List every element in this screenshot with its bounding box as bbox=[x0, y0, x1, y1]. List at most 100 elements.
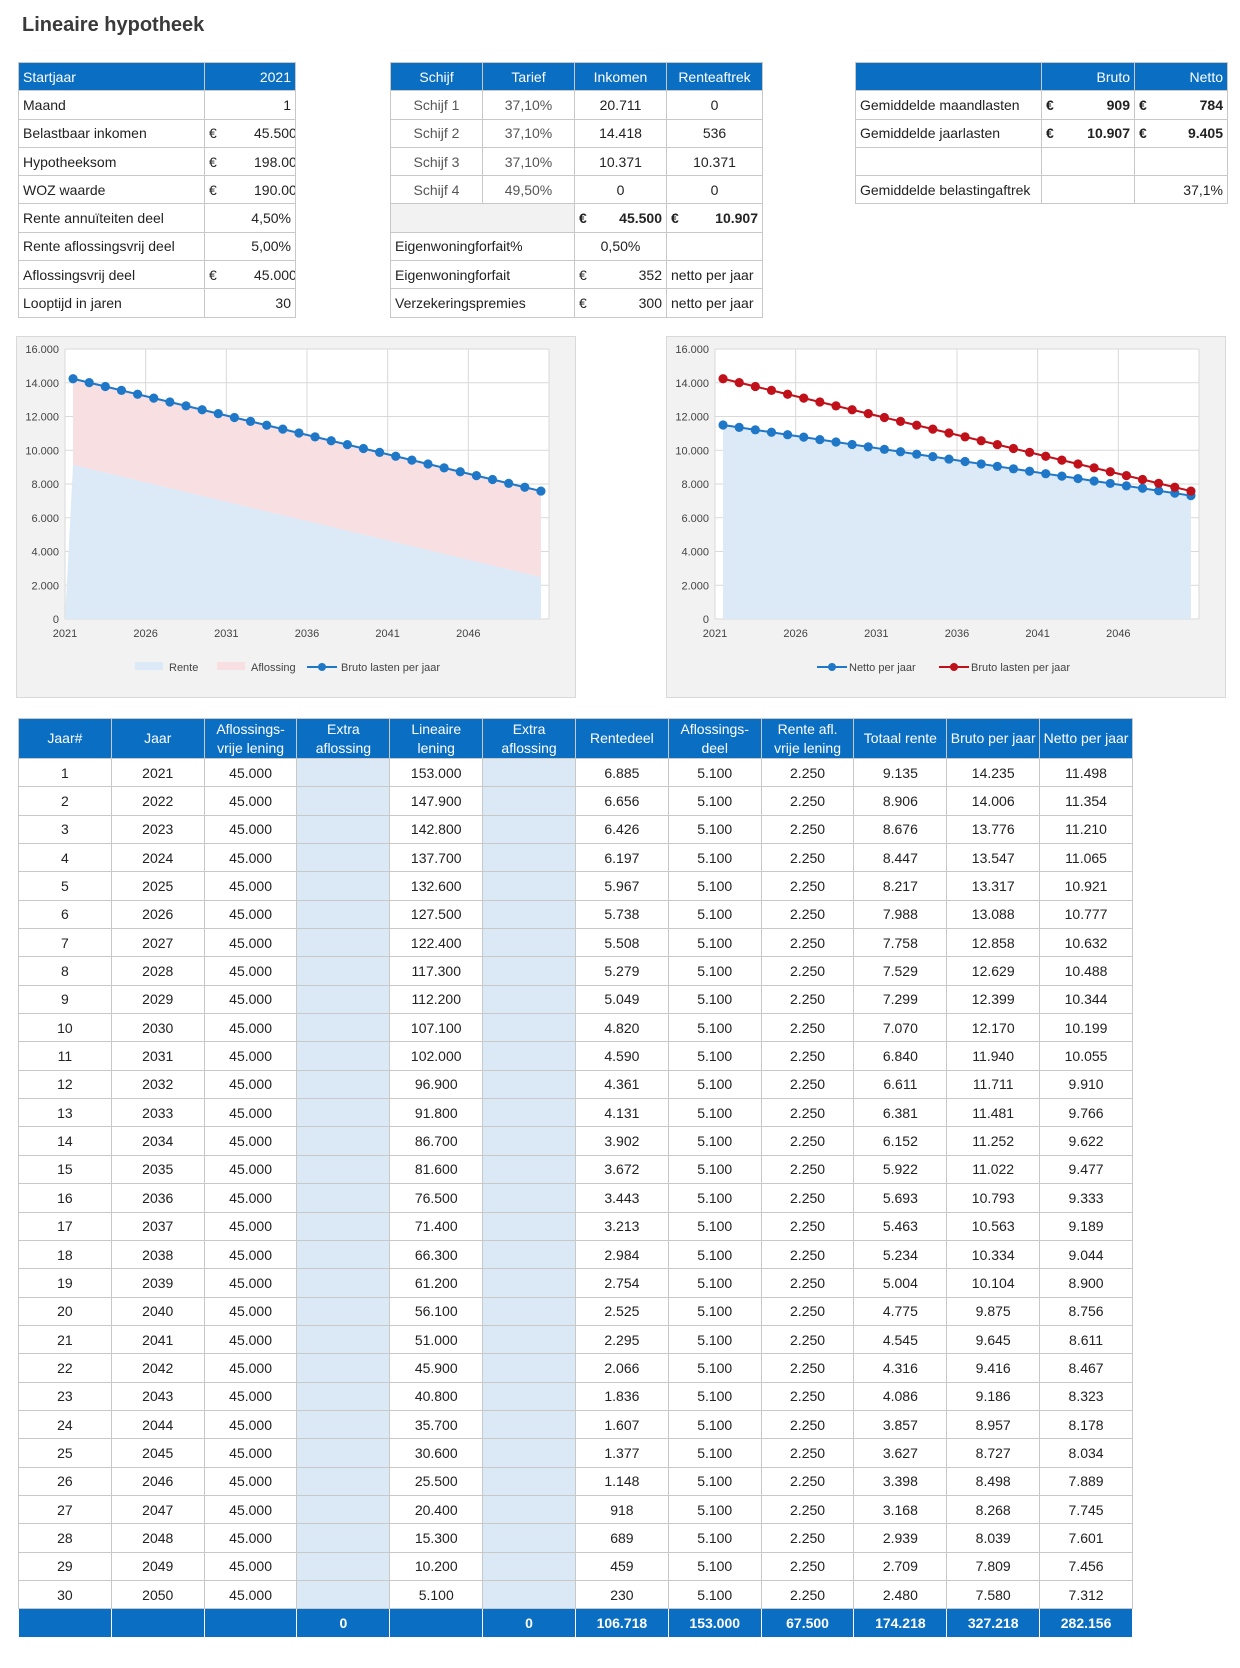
table-row: 22 2042 45.000 45.900 2.066 5.100 2.250 4.316 9.… bbox=[18, 1353, 1133, 1383]
table-cell: 132.600 bbox=[389, 871, 484, 901]
extra-aflossing-input[interactable] bbox=[482, 1381, 576, 1411]
extra-aflossing-input[interactable] bbox=[482, 1494, 576, 1525]
input-value[interactable]: 5,00% bbox=[204, 231, 296, 262]
extra-aflossing-input[interactable] bbox=[482, 1551, 576, 1581]
extra-aflossing-input[interactable] bbox=[482, 1268, 576, 1298]
table-cell: 2.250 bbox=[760, 1551, 855, 1581]
input-value[interactable]: 190.000 bbox=[250, 175, 296, 205]
extra-aflossing-input[interactable] bbox=[296, 1438, 391, 1468]
table-cell: 7.580 bbox=[946, 1579, 1041, 1610]
table-cell: 13.547 bbox=[946, 843, 1041, 873]
extra-aflossing-input[interactable] bbox=[296, 899, 391, 930]
summary-row-aftrek: Gemiddelde belastingaftrek 37,1% bbox=[855, 175, 1228, 205]
extra-aflossing-input[interactable] bbox=[296, 1324, 391, 1355]
extra-aflossing-input[interactable] bbox=[296, 1098, 391, 1128]
extra-aflossing-input[interactable] bbox=[482, 1098, 576, 1128]
extra-aflossing-input[interactable] bbox=[482, 1211, 576, 1241]
extra-aflossing-input[interactable] bbox=[482, 928, 576, 958]
extra-aflossing-input[interactable] bbox=[296, 843, 391, 873]
extra-aflossing-input[interactable] bbox=[296, 1579, 391, 1610]
input-value[interactable]: 1 bbox=[204, 90, 296, 120]
extra-aflossing-input[interactable] bbox=[296, 1381, 391, 1411]
table-row: 5 2025 45.000 132.600 5.967 5.100 2.250 8.217 13… bbox=[18, 871, 1133, 901]
input-value[interactable]: 4,50% bbox=[204, 203, 296, 233]
extra-aflossing-input[interactable] bbox=[296, 1183, 391, 1213]
extra-aflossing-input[interactable] bbox=[296, 814, 391, 845]
input-value[interactable]: 198.000 bbox=[250, 146, 296, 177]
extra-aflossing-input[interactable] bbox=[482, 1126, 576, 1156]
extra-aflossing-input[interactable] bbox=[482, 786, 576, 816]
extra-aflossing-input[interactable] bbox=[482, 1409, 576, 1440]
extra-aflossing-input[interactable] bbox=[296, 786, 391, 816]
extra-aflossing-input[interactable] bbox=[296, 1211, 391, 1241]
extra-aflossing-input[interactable] bbox=[296, 1013, 391, 1043]
extra-aflossing-input[interactable] bbox=[482, 1579, 576, 1610]
extra-aflossing-input[interactable] bbox=[482, 1324, 576, 1355]
table-cell: 2.250 bbox=[760, 1041, 855, 1071]
extra-aflossing-input[interactable] bbox=[296, 1268, 391, 1298]
extra-aflossing-input[interactable] bbox=[296, 757, 391, 788]
input-value[interactable]: 2021 bbox=[204, 61, 296, 92]
input-label: Belastbaar inkomen bbox=[18, 118, 205, 148]
table-cell: 2.250 bbox=[760, 1523, 855, 1553]
extra-aflossing-input[interactable] bbox=[296, 1551, 391, 1581]
input-value[interactable]: 30 bbox=[204, 288, 296, 318]
netto-point bbox=[960, 456, 970, 467]
table-row: 6 2026 45.000 127.500 5.738 5.100 2.250 7.988 13… bbox=[18, 899, 1133, 930]
table-cell: 76.500 bbox=[389, 1183, 484, 1213]
netto-point bbox=[750, 425, 760, 435]
extra-aflossing-input[interactable] bbox=[482, 984, 576, 1015]
table-cell: 2.250 bbox=[760, 956, 855, 986]
extra-aflossing-input[interactable] bbox=[296, 1494, 391, 1525]
table-cell: 9.875 bbox=[946, 1296, 1041, 1326]
input-value[interactable]: 45.000 bbox=[250, 260, 296, 290]
extra-aflossing-input[interactable] bbox=[296, 1041, 391, 1071]
table-cell: 7.456 bbox=[1039, 1551, 1133, 1581]
extra-aflossing-input[interactable] bbox=[482, 1353, 576, 1383]
extra-aflossing-input[interactable] bbox=[482, 1069, 576, 1100]
extra-aflossing-input[interactable] bbox=[482, 871, 576, 901]
extra-aflossing-input[interactable] bbox=[482, 899, 576, 930]
extra-aflossing-input[interactable] bbox=[296, 956, 391, 986]
extra-aflossing-input[interactable] bbox=[296, 1409, 391, 1440]
extra-aflossing-input[interactable] bbox=[482, 1041, 576, 1071]
y-tick-label: 12.000 bbox=[675, 412, 709, 424]
input-value[interactable]: 45.500 bbox=[250, 118, 296, 148]
extra-aflossing-input[interactable] bbox=[482, 1466, 576, 1496]
bruto-point bbox=[310, 432, 320, 442]
extra-aflossing-input[interactable] bbox=[296, 1523, 391, 1553]
extra-aflossing-input[interactable] bbox=[482, 1239, 576, 1270]
extra-aflossing-input[interactable] bbox=[482, 814, 576, 845]
extra-aflossing-input[interactable] bbox=[482, 1154, 576, 1185]
bruto-point bbox=[1057, 455, 1067, 465]
total-cell: 282.156 bbox=[1039, 1608, 1133, 1638]
table-cell: 45.000 bbox=[203, 984, 298, 1015]
extra-aflossing-input[interactable] bbox=[296, 1466, 391, 1496]
extra-aflossing-input[interactable] bbox=[296, 1126, 391, 1156]
netto-point bbox=[895, 447, 906, 457]
extra-aflossing-input[interactable] bbox=[296, 984, 391, 1015]
bracket-total-inkomen: €45.500 bbox=[574, 203, 667, 233]
extra-aflossing-input[interactable] bbox=[482, 1438, 576, 1468]
extra-aflossing-input[interactable] bbox=[296, 1296, 391, 1326]
summary-table: Bruto Netto Gemiddelde maandlasten €909 €784… bbox=[855, 61, 1228, 205]
extra-aflossing-input[interactable] bbox=[482, 1296, 576, 1326]
extra-aflossing-input[interactable] bbox=[296, 1239, 391, 1270]
extra-aflossing-input[interactable] bbox=[296, 1069, 391, 1100]
extra-aflossing-input[interactable] bbox=[482, 1523, 576, 1553]
extra-aflossing-input[interactable] bbox=[296, 871, 391, 901]
column-header: Inkomen bbox=[574, 61, 667, 92]
y-tick-label: 10.000 bbox=[25, 445, 59, 457]
extra-aflossing-input[interactable] bbox=[482, 1013, 576, 1043]
table-cell: 4.545 bbox=[853, 1324, 948, 1355]
extra-aflossing-input[interactable] bbox=[296, 928, 391, 958]
extra-aflossing-input[interactable] bbox=[482, 956, 576, 986]
extra-aflossing-input[interactable] bbox=[296, 1353, 391, 1383]
bruto-point bbox=[1170, 482, 1180, 492]
extra-aflossing-input[interactable] bbox=[482, 843, 576, 873]
extra-aflossing-input[interactable] bbox=[482, 1183, 576, 1213]
column-header: Extra aflossing bbox=[482, 718, 576, 759]
extra-aflossing-input[interactable] bbox=[482, 757, 576, 788]
table-cell: 3.857 bbox=[853, 1409, 948, 1440]
extra-aflossing-input[interactable] bbox=[296, 1154, 391, 1185]
